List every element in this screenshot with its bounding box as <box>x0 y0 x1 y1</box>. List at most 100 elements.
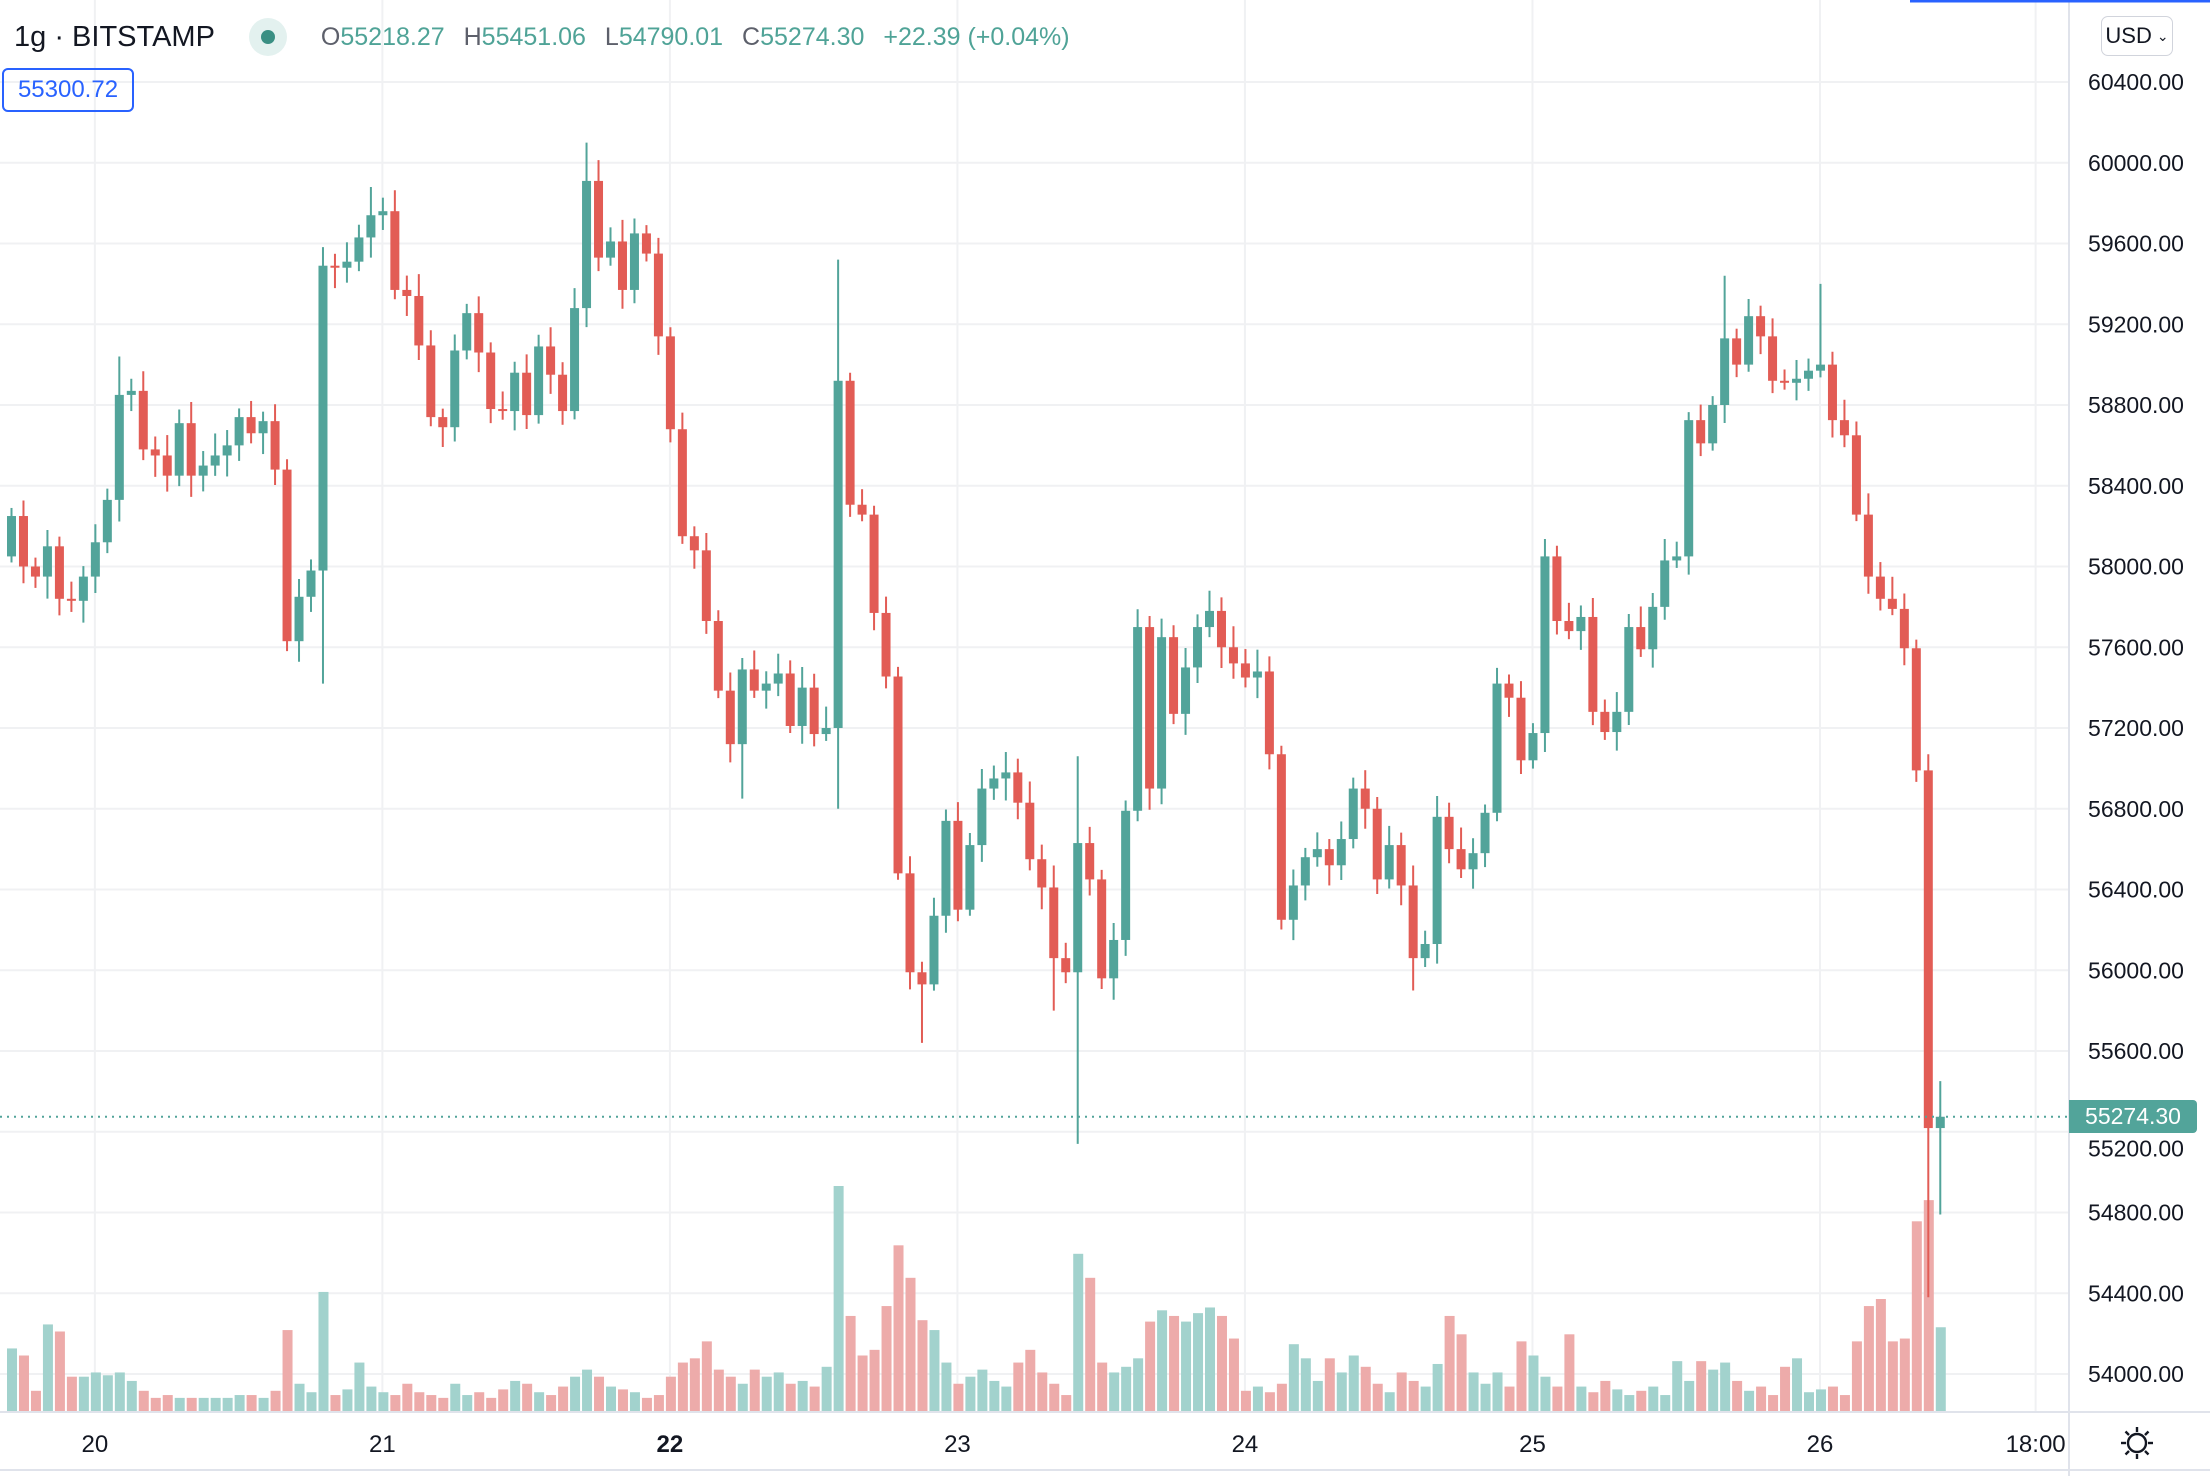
candle <box>234 408 244 461</box>
volume-bar <box>1013 1362 1024 1412</box>
candle <box>1528 723 1538 769</box>
candle <box>1768 318 1778 394</box>
candle-body <box>90 542 100 577</box>
price-tick-label: 57200.00 <box>2088 715 2184 741</box>
candle <box>773 653 783 697</box>
candle <box>366 186 376 258</box>
low-key: L <box>604 22 619 51</box>
candle-body <box>965 845 975 910</box>
volume-bar <box>1935 1327 1946 1412</box>
volume-bar <box>1516 1341 1527 1412</box>
candle <box>1839 399 1849 448</box>
candle <box>1780 369 1790 390</box>
candle-body <box>42 546 52 577</box>
candle <box>833 259 843 809</box>
candle <box>1097 869 1107 990</box>
volume-bar <box>1396 1372 1407 1412</box>
settings-sun-icon[interactable] <box>2120 1426 2154 1460</box>
volume-bar <box>869 1349 880 1412</box>
candle <box>1336 821 1346 881</box>
price-tick-label: 60400.00 <box>2088 69 2184 95</box>
market-status-icon[interactable] <box>248 18 287 56</box>
candle <box>1875 562 1885 611</box>
volume-bar <box>1756 1386 1767 1412</box>
candle <box>354 224 364 272</box>
volume-bar <box>1528 1355 1539 1412</box>
price-tick-label: 58400.00 <box>2088 473 2184 499</box>
volume-bar <box>1312 1380 1323 1412</box>
candle-body <box>1480 812 1490 854</box>
volume-bar <box>821 1366 832 1412</box>
volume-bar <box>486 1397 497 1412</box>
candle <box>198 451 208 492</box>
candle <box>1121 800 1131 956</box>
candle <box>1444 802 1454 864</box>
candle <box>1109 923 1119 1000</box>
candle-body <box>761 683 771 691</box>
price-tick-label: 55600.00 <box>2088 1038 2184 1064</box>
candle-body <box>1588 616 1598 712</box>
price-tick-label: 58800.00 <box>2088 392 2184 418</box>
candle <box>1564 602 1574 640</box>
candle-body <box>1049 887 1059 959</box>
volume-bar <box>1205 1307 1215 1412</box>
time-axis[interactable]: 20 21 22 23 24 25 26 18:00 <box>82 1431 2066 1458</box>
exchange-label: BITSTAMP <box>72 20 215 53</box>
candle <box>102 488 112 554</box>
candle <box>1181 648 1191 735</box>
volume-bar <box>174 1397 185 1412</box>
candle <box>486 342 496 424</box>
candle <box>534 334 544 424</box>
volume-bar <box>282 1330 293 1412</box>
volume-bar <box>1109 1372 1120 1412</box>
candle <box>641 225 651 262</box>
candle-body <box>534 346 544 416</box>
time-tick-label: 22 <box>657 1431 684 1458</box>
volume-bar <box>1037 1372 1048 1412</box>
candle-body <box>570 308 580 412</box>
symbol-title[interactable]: 1g · BITSTAMP <box>14 20 215 53</box>
candle <box>1169 625 1179 725</box>
candle <box>1492 667 1502 822</box>
volume-bar <box>1492 1372 1503 1412</box>
candle <box>522 354 532 430</box>
volume-bar <box>1336 1372 1347 1412</box>
candle-body <box>1312 849 1322 858</box>
volume-bar <box>246 1395 257 1412</box>
candle <box>653 237 663 355</box>
candle-body <box>1169 637 1179 714</box>
price-tick-label: 57600.00 <box>2088 634 2184 660</box>
volume-bar <box>1744 1390 1755 1412</box>
candle <box>1863 493 1873 594</box>
candle <box>1756 305 1766 355</box>
currency-dropdown[interactable]: USD ⌄ <box>2101 16 2173 56</box>
candle <box>1923 754 1933 1298</box>
candle <box>1851 421 1861 522</box>
price-axis[interactable]: 60400.00 60000.00 59600.00 59200.00 58800.00… <box>2088 69 2184 1387</box>
candle-body <box>1384 845 1394 880</box>
volume-bar <box>558 1386 569 1412</box>
candle-body <box>773 673 783 684</box>
candle <box>1205 590 1214 638</box>
candle-body <box>893 676 903 874</box>
candle-body <box>426 345 436 418</box>
candle-body <box>1085 843 1095 880</box>
candle <box>378 197 388 230</box>
candle <box>582 142 592 328</box>
candle <box>1372 797 1382 894</box>
candle <box>1145 615 1155 810</box>
volume-bar <box>1804 1392 1814 1412</box>
candle-body <box>1624 627 1634 712</box>
candle <box>150 436 160 477</box>
candle-body <box>1001 772 1011 779</box>
candle <box>1540 539 1550 753</box>
candle <box>78 566 88 623</box>
volume-bar <box>270 1390 281 1412</box>
volume-bar <box>594 1376 605 1412</box>
volume-bar <box>114 1372 125 1412</box>
candle-body <box>629 233 639 290</box>
candle-body <box>977 788 987 846</box>
candle-body <box>809 687 819 735</box>
volume-bar <box>1660 1395 1671 1412</box>
